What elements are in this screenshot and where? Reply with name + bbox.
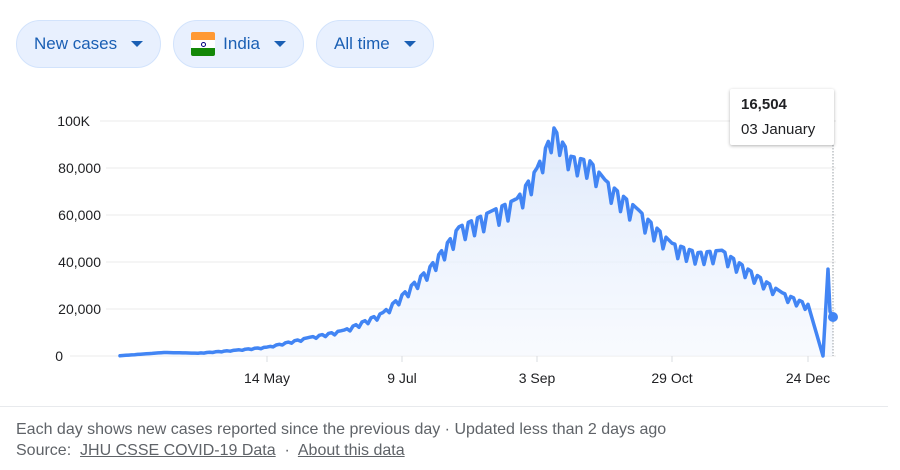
filter-bar: New cases India All time (16, 20, 434, 68)
y-tick: 0 (55, 348, 63, 364)
y-tick: 60,000 (58, 207, 101, 223)
footer: Each day shows new cases reported since … (16, 419, 666, 461)
source-label: Source: (16, 442, 72, 459)
india-flag-icon (191, 32, 216, 56)
separator: · (284, 442, 290, 459)
y-tick: 40,000 (58, 254, 101, 270)
tooltip-date: 03 January (741, 121, 816, 138)
x-tick: 3 Sep (519, 370, 556, 386)
caret-down-icon (131, 41, 144, 47)
caret-down-icon (274, 41, 287, 47)
tooltip-value: 16,504 (741, 96, 787, 113)
hover-point (828, 312, 838, 322)
y-tick: 80,000 (58, 160, 101, 176)
source-link[interactable]: JHU CSSE COVID-19 Data (80, 442, 276, 459)
time-range-label: All time (334, 34, 390, 53)
footer-divider (0, 406, 888, 407)
caret-down-icon (403, 41, 416, 47)
x-tick: 14 May (244, 370, 290, 386)
area-fill (120, 128, 833, 356)
x-axis-ticks (266, 356, 809, 362)
y-axis-labels: 100K 80,000 60,000 40,000 20,000 0 (55, 113, 101, 364)
metric-label: New cases (34, 34, 118, 53)
x-tick: 24 Dec (786, 370, 830, 386)
data-tooltip: 16,504 03 January (730, 89, 834, 145)
metric-dropdown[interactable]: New cases (16, 20, 162, 68)
x-axis-labels: 14 May 9 Jul 3 Sep 29 Oct 24 Dec (244, 370, 830, 386)
cases-line (118, 126, 835, 358)
footer-note: Each day shows new cases reported since … (16, 421, 667, 438)
x-tick: 29 Oct (651, 370, 692, 386)
cases-chart[interactable]: 100K 80,000 60,000 40,000 20,000 0 14 Ma… (0, 0, 900, 400)
location-label: India (223, 34, 261, 53)
about-data-link[interactable]: About this data (297, 442, 405, 459)
y-tick: 20,000 (58, 301, 101, 317)
location-dropdown[interactable]: India (173, 20, 305, 68)
x-tick: 9 Jul (387, 370, 417, 386)
y-tick: 100K (57, 113, 90, 129)
time-range-dropdown[interactable]: All time (316, 20, 434, 68)
